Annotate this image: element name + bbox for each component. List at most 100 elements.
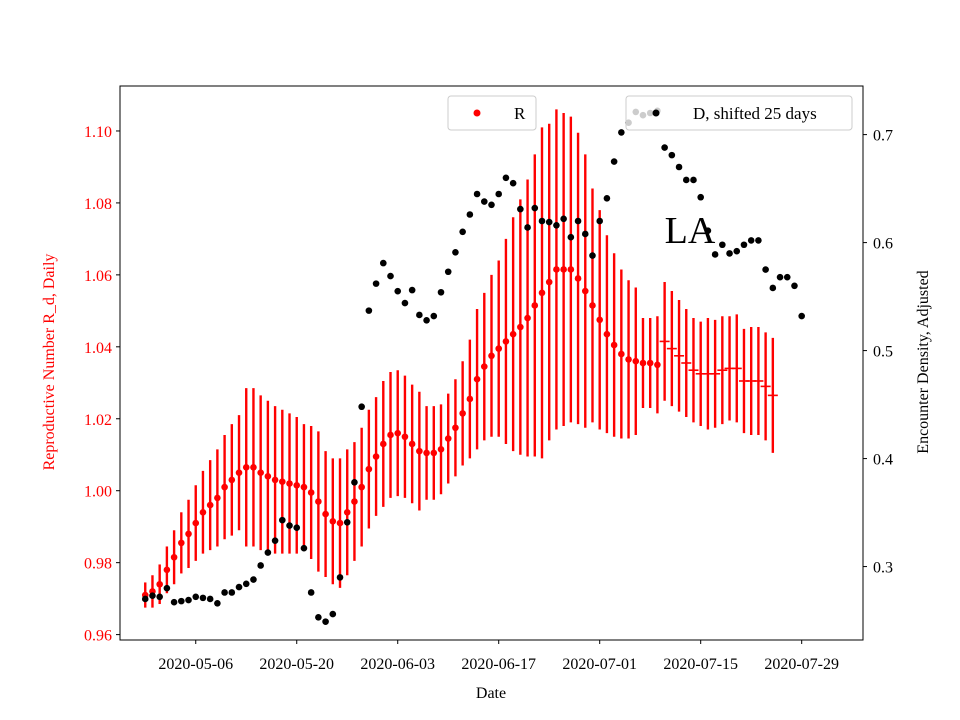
x-tick-label: 2020-07-15 [663, 656, 738, 673]
left-y-tick-label: 0.96 [84, 628, 112, 645]
r-point [646, 359, 654, 367]
d-point [257, 562, 264, 569]
r-point [423, 449, 430, 457]
r-point [372, 453, 380, 460]
d-point [228, 589, 236, 596]
d-point [416, 311, 423, 319]
x-tick-label: 2020-06-17 [461, 656, 536, 673]
r-point [351, 498, 358, 505]
d-point [574, 217, 582, 225]
legend-d-marker [652, 109, 660, 117]
r-point [300, 483, 308, 491]
d-point [610, 158, 618, 165]
legend-r: R [447, 95, 537, 131]
r-point [480, 363, 488, 370]
d-points [141, 107, 805, 625]
x-tick-label: 2020-05-20 [259, 656, 334, 673]
r-point [343, 508, 351, 516]
d-point [473, 190, 481, 198]
r-point [466, 395, 474, 403]
d-point [755, 237, 762, 244]
d-point [545, 218, 553, 226]
d-point [538, 217, 546, 225]
r-point [618, 350, 625, 358]
r-point [279, 478, 286, 486]
plot-frame [119, 85, 864, 641]
d-point [387, 272, 394, 280]
d-point [343, 518, 351, 526]
d-point [250, 576, 257, 583]
d-point [524, 224, 531, 231]
d-point [589, 252, 596, 259]
r-point [408, 440, 416, 448]
d-point [596, 217, 604, 225]
left-y-tick-label: 0.98 [84, 556, 112, 573]
r-point [574, 275, 582, 282]
r-point [495, 345, 503, 352]
d-point [553, 222, 560, 229]
r-points [141, 266, 778, 599]
r-point [322, 510, 329, 518]
d-point [372, 280, 380, 287]
d-point [740, 241, 748, 249]
d-point [798, 312, 805, 320]
r-point [156, 580, 163, 588]
r-point [444, 435, 452, 442]
d-point [336, 574, 344, 581]
d-point [603, 195, 611, 202]
r-point [242, 464, 250, 471]
r-point [293, 482, 301, 489]
r-point [430, 449, 438, 457]
d-point [466, 211, 474, 218]
d-point [711, 251, 719, 258]
d-point [618, 129, 625, 136]
legend-d-box [625, 95, 853, 131]
r-point [379, 440, 387, 448]
r-point [315, 498, 322, 505]
r-point [199, 508, 207, 516]
d-point [719, 241, 726, 249]
d-point [408, 286, 416, 294]
d-point [322, 618, 329, 625]
r-point [610, 341, 618, 349]
left-y-axis-label: Reproductive Number R_d, Daily [41, 254, 58, 471]
d-point [358, 403, 365, 411]
d-point [675, 163, 683, 171]
r-point [264, 473, 272, 480]
left-y-tick-label: 1.06 [84, 268, 112, 285]
left-y-tick-label: 1.00 [84, 484, 112, 501]
d-point [221, 589, 228, 596]
d-point [199, 594, 207, 602]
d-point [307, 589, 315, 596]
r-point [524, 314, 531, 322]
d-point [747, 237, 755, 244]
r-point [250, 464, 257, 471]
right-y-tick-label: 0.7 [873, 128, 893, 145]
d-point [769, 284, 777, 292]
r-point [286, 480, 293, 487]
d-point [452, 249, 459, 256]
d-point [279, 516, 286, 524]
d-point [690, 176, 697, 184]
r-point [235, 469, 243, 477]
d-point [351, 479, 358, 486]
r-point [538, 289, 546, 297]
d-point [567, 233, 575, 241]
x-axis-label: Date [476, 685, 506, 702]
r-point [459, 410, 466, 417]
r-point [596, 316, 604, 324]
d-point [156, 593, 163, 601]
r-point [185, 530, 192, 538]
r-point [163, 566, 171, 574]
r-point [358, 483, 365, 491]
r-point [603, 330, 611, 338]
right-y-tick-label: 0.4 [873, 452, 893, 469]
d-point [365, 307, 373, 314]
r-point [553, 266, 560, 273]
d-point [235, 583, 243, 591]
d-point [444, 268, 452, 276]
right-y-tick-label: 0.5 [873, 344, 893, 361]
right-y-axis-label: Encounter Density, Adjusted [915, 270, 932, 453]
x-tick-label: 2020-07-01 [562, 656, 637, 673]
r-point [560, 266, 567, 273]
